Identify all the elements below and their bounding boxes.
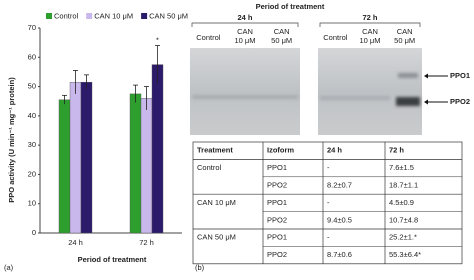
table-cell: 7.6±1.5	[389, 163, 414, 172]
table-header: 24 h	[327, 146, 342, 155]
lane-label: CAN 50 μM	[394, 27, 415, 45]
table-header: Treatment	[197, 146, 233, 155]
table-cell: Control	[197, 163, 222, 172]
panel-label: (a)	[4, 263, 14, 272]
bar	[69, 81, 82, 234]
table-cell: PPO1	[267, 163, 287, 172]
bar	[129, 93, 142, 234]
x-tick-label: 24 h	[68, 238, 83, 247]
table-cell: -	[327, 198, 330, 207]
y-tick-label: 40	[28, 111, 36, 120]
table-header: 72 h	[389, 146, 404, 155]
legend-swatch	[46, 13, 52, 19]
table-cell: PPO2	[267, 250, 287, 259]
table-cell: 18.7±1.1	[389, 180, 418, 189]
panel-label: (b)	[195, 263, 205, 272]
gel-image	[318, 48, 422, 135]
legend-swatch	[86, 13, 93, 19]
bar	[80, 81, 93, 234]
bracket	[319, 22, 421, 27]
table-border	[192, 141, 463, 265]
y-tick-label: 30	[28, 140, 36, 149]
table-cell: 25.2±1.*	[389, 233, 417, 242]
lane-label: CAN 50 μM	[271, 27, 292, 45]
gel-image	[190, 48, 300, 135]
y-axis-label: PPO activity (U min⁻¹ mg⁻¹ protein)	[7, 77, 16, 203]
table-cell: 8.7±0.6	[327, 250, 352, 259]
legend-label: Control	[54, 11, 79, 20]
table-cell: PPO2	[267, 215, 287, 224]
y-tick-label: 60	[28, 52, 36, 61]
gel-title: Period of treatment	[256, 2, 325, 11]
legend-swatch	[141, 13, 148, 19]
lane-label: CAN 10 μM	[360, 27, 381, 45]
table-cell: PPO1	[267, 233, 287, 242]
table-cell: 9.4±0.5	[327, 215, 352, 224]
band-label: PPO2	[450, 97, 470, 106]
y-tick-label: 10	[28, 199, 36, 208]
y-tick-label: 0	[32, 228, 36, 237]
table-cell: PPO1	[267, 198, 287, 207]
significance-mark: *	[156, 36, 159, 45]
table-cell: CAN 10 μM	[197, 198, 236, 207]
arrow-head	[424, 73, 428, 79]
lane-label: CAN 10 μM	[235, 27, 256, 45]
table-cell: 8.2±0.7	[327, 180, 352, 189]
table-cell: -	[327, 233, 330, 242]
x-tick-label: 72 h	[139, 238, 154, 247]
legend-label: CAN 50 μM	[149, 11, 188, 20]
table-cell: 4.5±0.9	[389, 198, 414, 207]
y-tick-label: 20	[28, 169, 36, 178]
x-axis-label: Period of treatment	[78, 255, 147, 264]
arrow-head	[424, 99, 428, 105]
table-header: Izoform	[267, 146, 294, 155]
bar	[58, 99, 71, 234]
table-cell: PPO2	[267, 180, 287, 189]
y-tick-label: 50	[28, 82, 36, 91]
gel-bands	[192, 73, 420, 106]
y-tick-label: 70	[28, 23, 36, 32]
table-cell: 55.3±6.4*	[389, 250, 421, 259]
table-cell: -	[327, 163, 330, 172]
bar	[151, 64, 164, 234]
period-label: 24 h	[237, 13, 252, 22]
lane-label: Control	[323, 33, 348, 42]
lane-label: Control	[196, 33, 221, 42]
period-label: 72 h	[362, 13, 377, 22]
legend-label: CAN 10 μM	[94, 11, 133, 20]
table-cell: CAN 50 μM	[197, 233, 236, 242]
band-label: PPO1	[450, 71, 470, 80]
bar	[140, 98, 153, 234]
bracket	[191, 22, 299, 27]
table-cell: 10.7±4.8	[389, 215, 418, 224]
